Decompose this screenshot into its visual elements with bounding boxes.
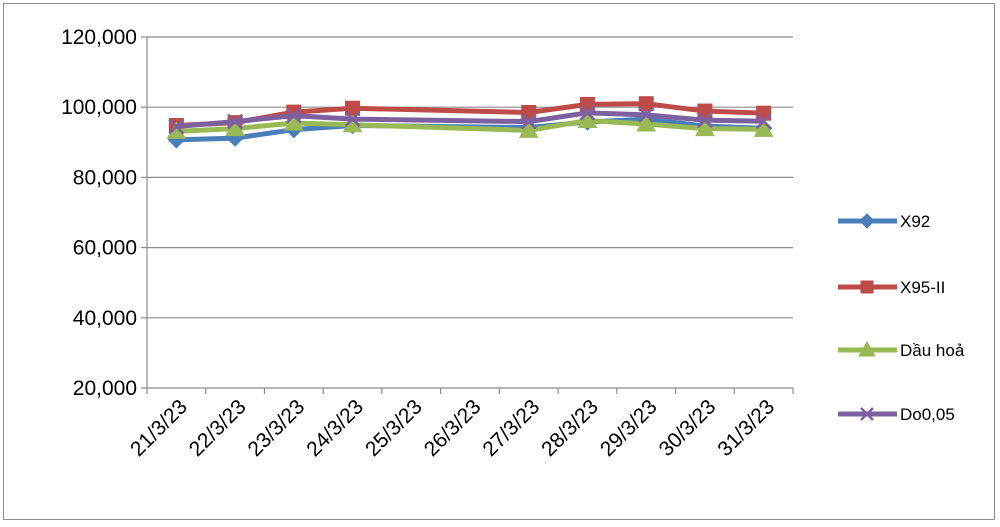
legend-label: Dầu hoả (900, 341, 965, 360)
series-layer (166, 96, 774, 149)
legend-item: Do0,05 (838, 405, 955, 424)
x-tick-label: 26/3/23 (420, 395, 486, 461)
legend-item: Dầu hoả (838, 340, 965, 360)
line-chart: 20,000 40,000 60,000 80,000 100,000 120,000 21… (61, 26, 965, 461)
legend-label: X95-II (900, 278, 945, 297)
x-tick-label: 21/3/23 (126, 395, 192, 461)
series-2 (166, 110, 774, 139)
y-tick-label: 80,000 (73, 166, 137, 189)
y-tick-label: 40,000 (73, 307, 137, 330)
y-tick-label: 120,000 (61, 26, 137, 49)
x-tick-label: 28/3/23 (537, 395, 603, 461)
data-point (168, 118, 185, 135)
legend-item: X92 (838, 212, 930, 231)
data-point (579, 104, 596, 121)
legend-swatch-marker (859, 213, 875, 229)
data-point (695, 118, 715, 137)
data-point (520, 113, 537, 130)
x-tick-label: 30/3/23 (655, 395, 721, 461)
x-tick-label: 23/3/23 (244, 395, 310, 461)
y-tick-label: 100,000 (61, 96, 137, 119)
x-tick-label: 24/3/23 (302, 395, 368, 461)
legend-swatch-marker (858, 340, 876, 357)
y-tick-label: 20,000 (73, 377, 137, 400)
y-tick-label: 60,000 (73, 237, 137, 260)
x-tick-label: 22/3/23 (185, 395, 251, 461)
legend-swatch-marker (860, 407, 874, 421)
x-tick-label: 25/3/23 (361, 395, 427, 461)
data-point (344, 111, 361, 128)
legend-item: X95-II (838, 278, 945, 297)
chart-frame: 20,000 40,000 60,000 80,000 100,000 120,000 21… (3, 3, 995, 520)
legend: X92 X95-II Dầu hoả Do0,05 (838, 212, 965, 424)
data-point (518, 120, 539, 138)
legend-label: Do0,05 (900, 405, 955, 424)
series-3 (168, 104, 772, 135)
grid-layer (147, 36, 793, 319)
data-point (638, 96, 654, 112)
data-point (285, 107, 302, 124)
axis-layer: 20,000 40,000 60,000 80,000 100,000 120,000 21… (61, 26, 794, 461)
legend-label: X92 (900, 212, 930, 231)
data-point (753, 119, 774, 137)
data-point (755, 113, 772, 130)
data-point (636, 114, 657, 132)
x-tick-label: 27/3/23 (478, 395, 544, 461)
data-point (227, 113, 243, 130)
legend-swatch-marker (860, 280, 874, 294)
data-point (283, 112, 304, 131)
data-point (577, 110, 598, 129)
x-tick-label: 31/3/23 (713, 395, 779, 461)
data-point (638, 107, 655, 123)
x-tick-label: 29/3/23 (596, 395, 662, 461)
data-point (697, 112, 713, 129)
